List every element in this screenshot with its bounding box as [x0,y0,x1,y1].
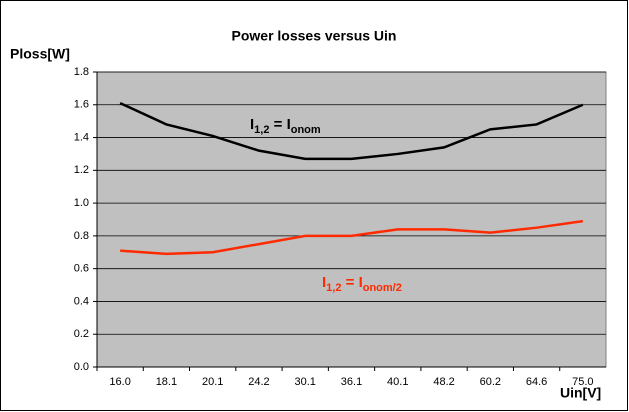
y-tick-label: 0.8 [74,230,89,242]
y-tick-label: 0.2 [74,328,89,340]
y-axis-label: Ploss[W] [10,46,70,62]
y-tick-label: 0.6 [74,263,89,275]
series-label: I1,2 = Ionom [250,116,321,136]
x-axis-label: Uin[V] [560,385,601,401]
x-tick-label: 36.1 [341,376,362,388]
x-tick-label: 60.2 [480,376,501,388]
x-tick-label: 20.1 [202,376,223,388]
y-tick-label: 1.6 [74,99,89,111]
series-line [119,102,584,161]
y-tick-label: 1.4 [74,131,89,143]
series-label: I1,2 = Ionom/2 [322,274,402,294]
x-tick-label: 16.0 [109,376,130,388]
label-text: I [250,116,254,133]
chart-title: Power losses versus Uin [232,28,397,44]
label-text: = I [269,116,290,133]
y-tick-label: 0.0 [74,361,89,373]
x-tick-label: 64.6 [526,376,547,388]
label-subscript: 1,2 [254,124,269,136]
label-text: = I [341,274,362,291]
label-text: I [322,274,326,291]
x-tick-label: 24.2 [248,376,269,388]
x-tick-label: 48.2 [433,376,454,388]
label-subscript: onom/2 [363,282,402,294]
y-tick-label: 1.8 [74,66,89,78]
x-tick-label: 30.1 [295,376,316,388]
x-tick-label: 75.0 [572,376,593,388]
plot-area [96,71,607,368]
x-tick-label: 18.1 [156,376,177,388]
series-line [120,219,584,256]
x-tick-label: 40.1 [387,376,408,388]
y-tick-label: 0.4 [74,295,89,307]
y-tick-label: 1.0 [74,197,89,209]
y-tick-label: 1.2 [74,164,89,176]
label-subscript: onom [291,124,321,136]
label-subscript: 1,2 [326,282,341,294]
